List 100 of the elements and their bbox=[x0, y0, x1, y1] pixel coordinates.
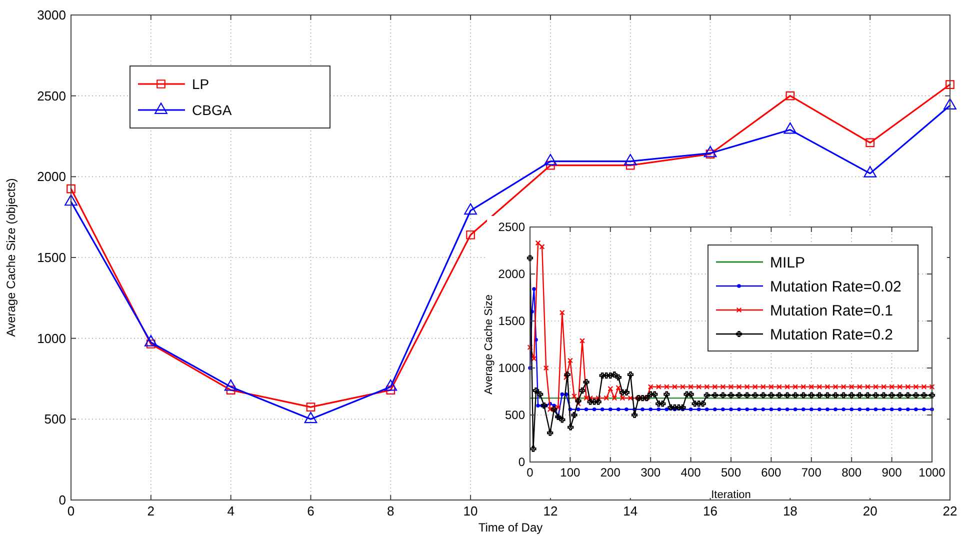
point bbox=[818, 407, 822, 412]
x-tick-label: 500 bbox=[720, 466, 742, 480]
y-tick-label: 2000 bbox=[498, 267, 526, 282]
y-tick-label: 1000 bbox=[498, 361, 526, 376]
point bbox=[544, 154, 557, 166]
point bbox=[546, 160, 555, 170]
point bbox=[648, 407, 652, 412]
x-tick-label: 1000 bbox=[918, 466, 946, 480]
point bbox=[608, 407, 612, 412]
point bbox=[304, 412, 318, 424]
x-tick-label: 4 bbox=[227, 503, 234, 518]
point bbox=[721, 407, 725, 412]
x-tick-label: 8 bbox=[387, 503, 394, 518]
x-tick-label: 22 bbox=[942, 503, 958, 518]
legend-label: Mutation Rate=0.1 bbox=[770, 302, 893, 320]
point bbox=[64, 194, 78, 206]
legend-label: Mutation Rate=0.02 bbox=[770, 278, 902, 296]
x-tick-label: 400 bbox=[680, 466, 702, 480]
point bbox=[745, 407, 749, 412]
point bbox=[536, 404, 540, 408]
x-tick-label: 100 bbox=[560, 466, 581, 480]
point bbox=[688, 407, 693, 412]
point bbox=[810, 407, 814, 412]
legend-label: Mutation Rate=0.2 bbox=[770, 326, 893, 344]
legend-label: CBGA bbox=[192, 102, 232, 118]
point bbox=[834, 407, 838, 412]
x-tick-label: 200 bbox=[600, 466, 621, 480]
point bbox=[890, 407, 894, 412]
y-tick-label: 0 bbox=[518, 455, 526, 470]
x-tick-label: 14 bbox=[623, 503, 638, 518]
point bbox=[384, 379, 398, 391]
point bbox=[898, 407, 902, 412]
point bbox=[922, 407, 926, 412]
point bbox=[713, 407, 717, 412]
point bbox=[874, 407, 878, 412]
x-tick-label: 300 bbox=[640, 466, 661, 480]
point bbox=[946, 80, 954, 89]
point bbox=[466, 230, 475, 240]
point bbox=[753, 407, 758, 412]
point bbox=[801, 407, 806, 412]
point bbox=[592, 407, 596, 412]
x-tick-label: 800 bbox=[842, 466, 862, 480]
x-tick-label: 700 bbox=[801, 466, 822, 480]
y-tick-label: 2000 bbox=[37, 169, 66, 184]
point bbox=[850, 407, 854, 412]
point bbox=[944, 98, 956, 110]
point bbox=[786, 91, 795, 100]
point bbox=[656, 407, 661, 412]
x-tick-label: 600 bbox=[761, 466, 782, 480]
point bbox=[306, 402, 316, 412]
point bbox=[737, 407, 741, 412]
x-tick-label: 2 bbox=[147, 503, 155, 518]
point bbox=[914, 407, 918, 412]
y-tick-label: 3000 bbox=[37, 8, 66, 23]
point bbox=[866, 407, 870, 412]
point bbox=[464, 203, 477, 215]
x-tick-label: 6 bbox=[307, 503, 314, 518]
x-tick-label: 10 bbox=[463, 503, 478, 518]
point bbox=[826, 407, 830, 412]
point bbox=[616, 407, 620, 412]
point bbox=[664, 407, 669, 412]
x-tick-label: 12 bbox=[543, 503, 558, 518]
point bbox=[226, 386, 236, 394]
point bbox=[560, 392, 564, 396]
point bbox=[729, 407, 733, 412]
point bbox=[793, 407, 798, 412]
point bbox=[842, 407, 846, 412]
point bbox=[224, 379, 238, 391]
y-axis-title: Average Cache Size (objects) bbox=[4, 178, 18, 337]
legend-label: MILP bbox=[770, 254, 806, 272]
point bbox=[777, 407, 782, 412]
y-tick-label: 2500 bbox=[37, 88, 66, 104]
x-tick-label: 20 bbox=[862, 503, 878, 518]
point bbox=[532, 287, 536, 291]
point bbox=[386, 386, 396, 394]
x-axis-title: Time of Day bbox=[478, 520, 543, 535]
y-axis-title: Average Cache Size bbox=[483, 294, 495, 395]
point bbox=[624, 407, 628, 412]
point bbox=[785, 407, 790, 412]
y-tick-label: 1500 bbox=[37, 250, 66, 266]
x-tick-label: 18 bbox=[782, 503, 798, 518]
point bbox=[866, 138, 875, 148]
y-tick-label: 500 bbox=[44, 412, 66, 427]
x-tick-label: 16 bbox=[703, 503, 718, 518]
point bbox=[761, 407, 766, 412]
point bbox=[624, 154, 637, 166]
point bbox=[66, 184, 76, 194]
point bbox=[769, 407, 774, 412]
x-axis-title: Iteration bbox=[711, 488, 751, 501]
point bbox=[600, 407, 604, 412]
point bbox=[906, 407, 910, 412]
point bbox=[640, 407, 644, 412]
point bbox=[882, 407, 886, 412]
point bbox=[864, 166, 877, 178]
point bbox=[704, 146, 717, 158]
point bbox=[144, 335, 158, 346]
point bbox=[584, 407, 588, 412]
legend-label: LP bbox=[192, 76, 210, 92]
point bbox=[704, 407, 709, 412]
y-tick-label: 0 bbox=[58, 492, 66, 508]
